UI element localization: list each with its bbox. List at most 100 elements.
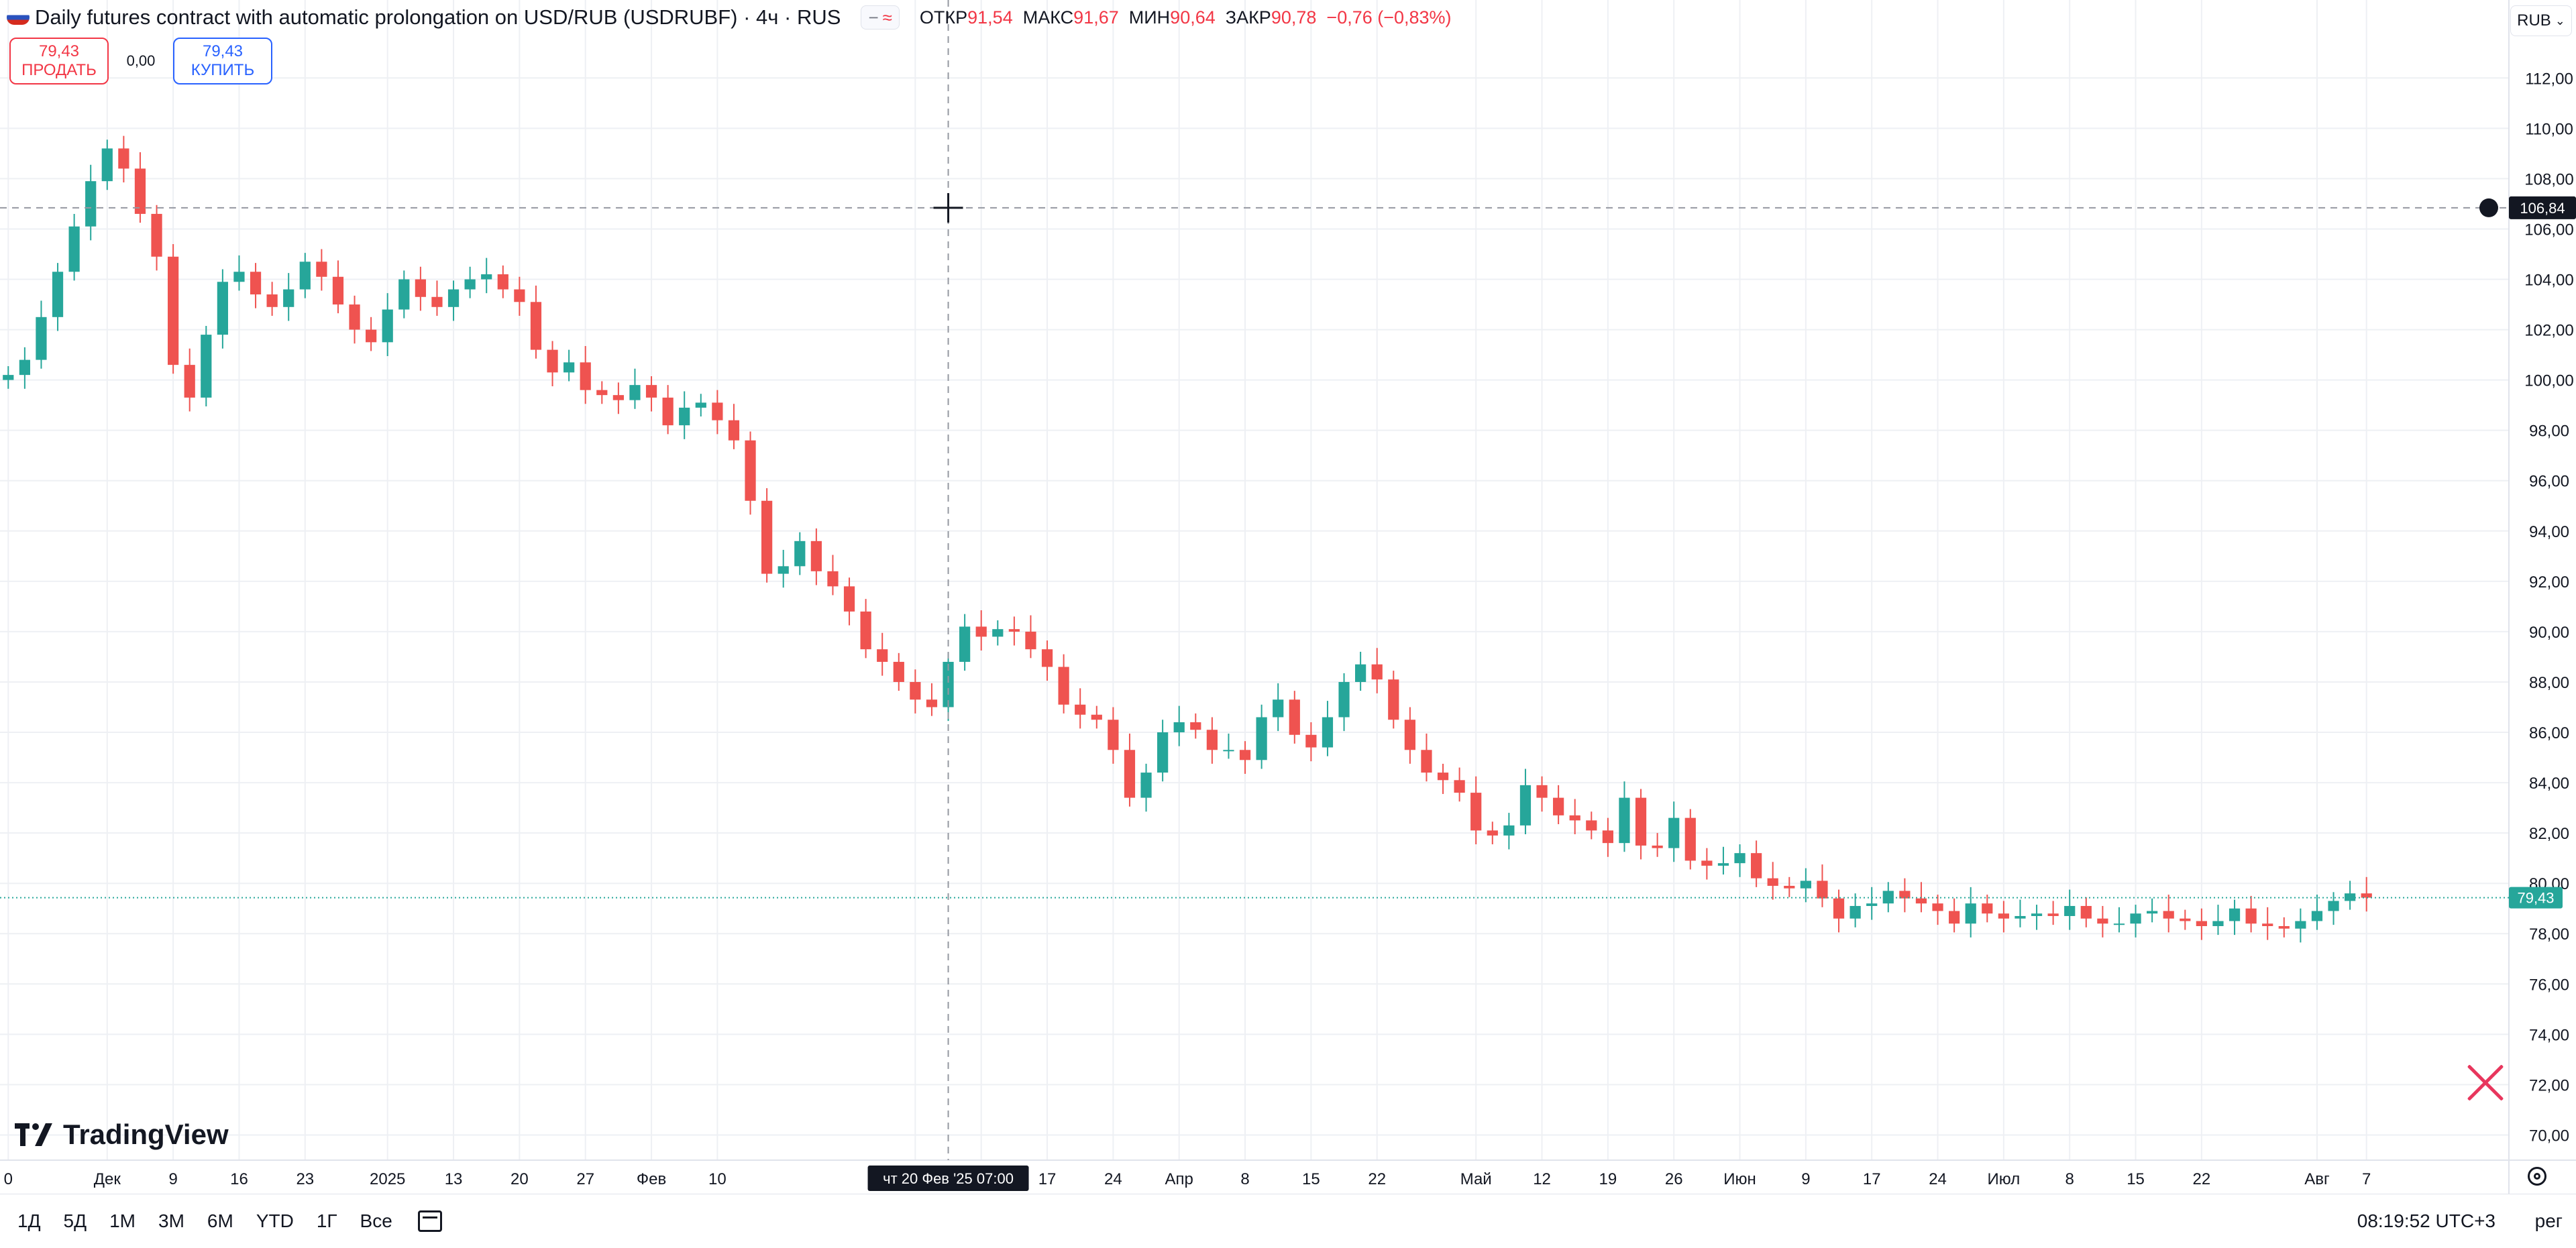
candle-body bbox=[712, 402, 723, 420]
y-tick-label: 78,00 bbox=[2529, 925, 2569, 944]
crosshair-price-badge bbox=[2509, 196, 2576, 219]
last-price-label: 79,43 bbox=[2517, 890, 2554, 907]
candle-body bbox=[1833, 898, 1845, 919]
symbol-title[interactable]: Daily futures contract with automatic pr… bbox=[35, 5, 841, 29]
chart-area[interactable]: 70,00 72,00 74,00 76,00 78,00 8 0,00 82,00 84,00… bbox=[0, 0, 2576, 1194]
currency-selector[interactable]: RUB ⌄ bbox=[2510, 5, 2572, 36]
candle-body bbox=[1519, 785, 1532, 826]
clock[interactable]: 08:19:52 UTC+3 bbox=[2357, 1210, 2496, 1231]
candle-body bbox=[250, 272, 262, 295]
tradingview-logo-icon bbox=[15, 1123, 56, 1146]
y-tick-label: 108,00 bbox=[2524, 170, 2573, 188]
candle-body bbox=[1784, 885, 1795, 889]
candle-body bbox=[1487, 830, 1498, 836]
candle-body bbox=[910, 681, 921, 700]
candle-body bbox=[777, 566, 789, 574]
x-tick-label: Фев bbox=[637, 1170, 666, 1188]
candle-body bbox=[1751, 853, 1762, 878]
candle-body bbox=[464, 279, 476, 290]
crosshair-time-badge bbox=[867, 1166, 1029, 1191]
candle-body bbox=[201, 335, 212, 398]
sell-button[interactable]: 79,43 ПРОДАТЬ bbox=[9, 38, 109, 84]
candle-body bbox=[2064, 905, 2076, 916]
range-1d-button[interactable]: 1Д bbox=[17, 1210, 41, 1231]
candle-body bbox=[1091, 714, 1102, 720]
candle-body bbox=[564, 362, 575, 373]
chevron-down-icon: ⌄ bbox=[2555, 13, 2565, 27]
price-chart[interactable]: 70,00 72,00 74,00 76,00 78,00 8 0,00 82,00 84,00… bbox=[0, 0, 2576, 1194]
scale-mode-button[interactable]: рег bbox=[2534, 1210, 2563, 1231]
y-tick-label: 72,00 bbox=[2529, 1076, 2569, 1094]
buy-button[interactable]: 79,43 КУПИТЬ bbox=[173, 38, 272, 84]
candle-body bbox=[217, 282, 228, 335]
x-tick-label: Май bbox=[1460, 1170, 1492, 1188]
candle-body bbox=[1553, 797, 1564, 815]
calendar-icon[interactable] bbox=[417, 1210, 442, 1232]
candle-body bbox=[1058, 667, 1069, 705]
x-tick-label: 12 bbox=[1533, 1170, 1551, 1188]
candle-body bbox=[151, 213, 162, 257]
x-tick-label: 27 bbox=[576, 1170, 594, 1188]
candle-body bbox=[596, 390, 608, 396]
candle-body bbox=[1899, 891, 1911, 899]
candle-body bbox=[728, 420, 740, 441]
candle-body bbox=[1421, 750, 1432, 773]
candle-body bbox=[2345, 893, 2356, 901]
candle-body bbox=[2015, 915, 2026, 919]
candle-body bbox=[662, 397, 674, 426]
candle-body bbox=[827, 571, 839, 587]
candle-body bbox=[1289, 699, 1300, 735]
candle-body bbox=[1273, 699, 1284, 718]
candle-body bbox=[943, 661, 954, 707]
range-3m-button[interactable]: 3М bbox=[158, 1210, 184, 1231]
candle-body bbox=[1734, 853, 1746, 864]
x-tick-label: Дек bbox=[94, 1170, 121, 1188]
candle-body bbox=[2130, 913, 2141, 924]
candle-body bbox=[1668, 817, 1680, 848]
last-price-badge bbox=[2509, 887, 2563, 909]
candle-body bbox=[85, 181, 97, 227]
x-tick-label: 16 bbox=[230, 1170, 248, 1188]
candle-body bbox=[497, 274, 508, 290]
candle-body bbox=[1965, 903, 1976, 924]
candle-body bbox=[1206, 730, 1218, 750]
candle-body bbox=[1635, 797, 1647, 846]
range-all-button[interactable]: Все bbox=[360, 1210, 392, 1231]
candle-body bbox=[283, 289, 294, 307]
x-tick-label: 24 bbox=[1929, 1170, 1947, 1188]
candle-body bbox=[877, 649, 888, 662]
candle-body bbox=[1124, 750, 1136, 798]
candle-body bbox=[1717, 863, 1729, 866]
y-tick-label: 112,00 bbox=[2525, 70, 2573, 88]
candle-body bbox=[1701, 860, 1713, 866]
range-5d-button[interactable]: 5Д bbox=[63, 1210, 87, 1231]
candle-body bbox=[1338, 681, 1350, 718]
candle-body bbox=[761, 500, 773, 574]
range-6m-button[interactable]: 6М bbox=[207, 1210, 233, 1231]
candle-body bbox=[843, 586, 855, 612]
candle-body bbox=[349, 304, 360, 330]
close-icon[interactable] bbox=[2465, 1062, 2506, 1102]
indicator-toggle[interactable]: − ≈ bbox=[861, 5, 900, 30]
y-tick-label: 92,00 bbox=[2529, 573, 2569, 591]
range-ytd-button[interactable]: YTD bbox=[256, 1210, 294, 1231]
candle-body bbox=[959, 626, 971, 662]
candle-body bbox=[1075, 704, 1086, 715]
add-alert-icon bbox=[2479, 198, 2498, 217]
range-1y-button[interactable]: 1Г bbox=[316, 1210, 337, 1231]
y-tick-label: 82,00 bbox=[2529, 825, 2569, 843]
candle-body bbox=[612, 395, 624, 400]
candle-body bbox=[447, 289, 460, 307]
candle-body bbox=[893, 661, 904, 682]
candle-body bbox=[2047, 913, 2059, 916]
candle-body bbox=[2295, 921, 2306, 929]
chart-header: Daily futures contract with automatic pr… bbox=[7, 3, 1452, 32]
candle-body bbox=[134, 168, 146, 214]
candle-body bbox=[1998, 913, 2009, 919]
y-tick-label: 76,00 bbox=[2529, 976, 2569, 994]
gear-icon[interactable] bbox=[2528, 1167, 2546, 1186]
range-1m-button[interactable]: 1М bbox=[109, 1210, 136, 1231]
candle-body bbox=[1652, 845, 1663, 848]
candle-body bbox=[1157, 732, 1169, 773]
candle-body bbox=[1108, 720, 1119, 750]
